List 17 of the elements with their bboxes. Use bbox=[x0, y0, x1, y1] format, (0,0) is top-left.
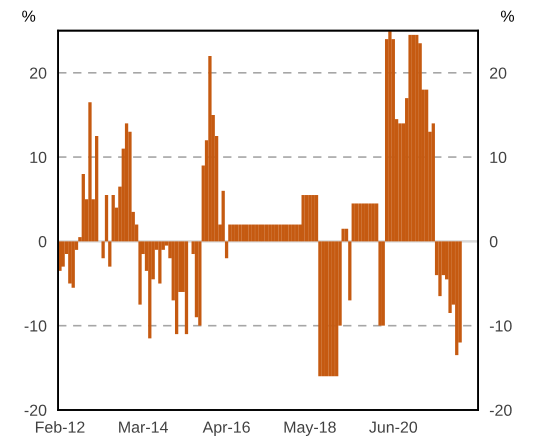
y2-tick-label: -10 bbox=[490, 320, 512, 332]
x-tick-label: Feb-12 bbox=[36, 421, 84, 433]
y2-tick-label: -20 bbox=[490, 404, 512, 416]
y-tick-label: 10 bbox=[30, 152, 46, 164]
x-tick-label: Jun-20 bbox=[369, 422, 418, 433]
x-tick-label: May-18 bbox=[284, 422, 336, 436]
y-tick-label: -20 bbox=[24, 404, 46, 416]
y-axis-title: % bbox=[22, 10, 36, 22]
y2-tick-label: 0 bbox=[490, 236, 498, 248]
y-tick-label: -10 bbox=[24, 320, 46, 332]
y2-axis-title: % bbox=[500, 10, 514, 22]
y-tick-label: 0 bbox=[38, 236, 46, 248]
y2-tick-label: 20 bbox=[490, 67, 506, 79]
y-tick-label: 20 bbox=[30, 67, 46, 79]
x-tick-label: Mar-14 bbox=[119, 422, 168, 433]
x-tick-label: Apr-16 bbox=[202, 422, 250, 436]
y2-tick-label: 10 bbox=[490, 152, 506, 164]
